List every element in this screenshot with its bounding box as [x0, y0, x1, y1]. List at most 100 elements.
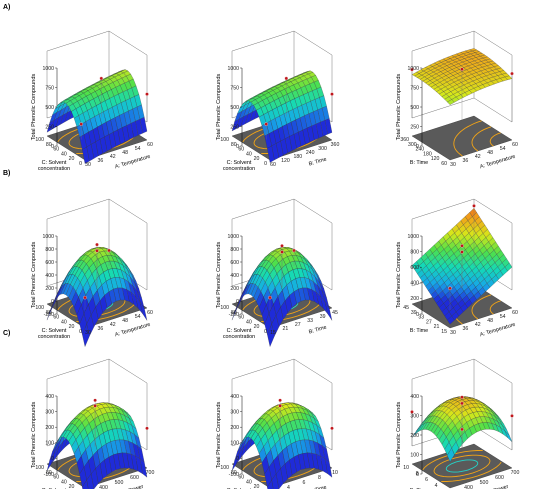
- x-tick-label: 36: [98, 158, 104, 164]
- y-tick-label: 20: [69, 484, 75, 489]
- row-label-b: B): [3, 170, 10, 177]
- x-tick-label: 36: [463, 158, 469, 164]
- design-point: [410, 67, 414, 72]
- z-tick-label: 0: [236, 299, 239, 305]
- y-tick-label: 45: [403, 305, 409, 311]
- axis-box-edge: [108, 198, 148, 224]
- x-tick-label: 36: [463, 326, 469, 332]
- axis-box-edge: [46, 198, 110, 220]
- x-axis-title: B: Time: [308, 485, 327, 489]
- axis-box-edge: [473, 97, 513, 123]
- x-tick-label: 15: [270, 330, 276, 336]
- design-point: [410, 410, 414, 414]
- row-label-c: C): [3, 330, 10, 337]
- x-tick-label: 300: [318, 146, 327, 152]
- y-axis-title-line: concentration: [38, 166, 70, 172]
- z-axis: 0 250 500 750 1000 Total Phenolic Compounds: [396, 66, 422, 150]
- z-tick-label: 500: [45, 105, 54, 111]
- y-tick-label: 33: [418, 315, 424, 321]
- axis-box-edge: [473, 358, 513, 384]
- z-tick-label: 300: [45, 409, 54, 415]
- axis-box-edge: [411, 198, 475, 220]
- x-tick-label: 54: [135, 146, 141, 152]
- axis-box-edge: [108, 30, 148, 56]
- y-tick-label: 60: [53, 475, 59, 481]
- z-axis-title: Total Phenolic Compounds: [216, 402, 222, 469]
- panel-2-3: 0 200 400 600 800 1000 Total Phenolic Compound…: [396, 198, 518, 338]
- z-axis: 0 100 200 300 400 Total Phenolic Compounds: [396, 394, 422, 478]
- y-tick-label: 40: [61, 319, 67, 325]
- z-tick-label: 750: [45, 85, 54, 91]
- y-tick-label: 60: [441, 161, 447, 167]
- y-axis-title-line: C: Solvent: [227, 160, 252, 166]
- x-axis: 246810B: Time: [287, 470, 338, 489]
- z-tick-label: 600: [410, 265, 419, 271]
- x-tick-label: 60: [147, 310, 153, 316]
- y-tick-label: 39: [411, 310, 417, 316]
- design-point: [107, 248, 111, 253]
- z-tick-label: 1000: [42, 66, 54, 72]
- design-points: [264, 76, 334, 140]
- response-surface: [231, 70, 333, 163]
- design-point: [280, 250, 284, 254]
- y-tick-label: 40: [246, 319, 252, 325]
- design-point: [510, 414, 514, 418]
- design-point: [284, 76, 289, 81]
- x-tick-label: 600: [130, 475, 139, 481]
- row-labels: A) B) C): [3, 4, 10, 337]
- x-axis: 300400500600700D: Power: [464, 470, 519, 489]
- z-tick-label: 600: [230, 260, 239, 266]
- z-tick-label: 400: [230, 394, 239, 400]
- y-tick-label: 100: [220, 305, 229, 311]
- y-tick-label: 80: [231, 142, 237, 148]
- design-point: [472, 204, 476, 208]
- x-axis-title: B: Time: [308, 325, 327, 336]
- y-tick-label: 40: [246, 151, 252, 157]
- z-axis-title: Total Phenolic Compounds: [31, 242, 37, 309]
- floor-contours: [422, 450, 502, 482]
- design-point: [460, 244, 464, 248]
- x-tick-label: 54: [500, 314, 506, 320]
- x-tick-label: 10: [332, 470, 338, 476]
- surface-cell: [82, 146, 90, 164]
- x-tick-label: 8: [318, 475, 321, 481]
- x-tick-label: 36: [98, 326, 104, 332]
- y-tick-label: 100: [220, 465, 229, 471]
- surface-cell: [447, 99, 455, 105]
- y-tick-label: 21: [434, 324, 440, 330]
- axis-box-edge: [473, 30, 513, 56]
- z-tick-label: -100: [229, 472, 239, 478]
- z-tick-label: 800: [45, 247, 54, 253]
- z-tick-label: 400: [230, 273, 239, 279]
- y-tick-label: 60: [53, 147, 59, 153]
- z-tick-label: 0: [236, 144, 239, 150]
- design-point: [460, 395, 464, 399]
- x-axis: 15 21 27 33 39 45 B: Time: [270, 310, 338, 336]
- axis-box-edge: [231, 30, 295, 52]
- z-axis: 0 250 500 750 1000 Total Phenolic Compounds: [31, 66, 57, 150]
- contour-line: [422, 450, 502, 482]
- design-point: [330, 92, 334, 96]
- contour-floor: [411, 115, 513, 161]
- response-surface: [46, 69, 148, 164]
- z-tick-label: 100: [45, 441, 54, 447]
- z-tick-label: 400: [45, 394, 54, 400]
- x-tick-label: 360: [331, 142, 340, 148]
- axis-box-edge: [473, 198, 513, 224]
- x-tick-label: 48: [487, 150, 493, 156]
- x-tick-label: 60: [270, 162, 276, 168]
- design-points: [268, 244, 296, 310]
- y-tick-label: 60: [53, 315, 59, 321]
- y-tick-label: 40: [246, 479, 252, 485]
- y-tick-label: 20: [254, 324, 260, 330]
- design-points: [83, 242, 111, 310]
- surface-cell: [82, 479, 89, 489]
- panel-3-2: -100 0 100 200 300 400 Total Phenolic Compound…: [216, 358, 338, 489]
- z-tick-label: 1000: [407, 234, 419, 240]
- z-tick-label: -100: [44, 472, 54, 478]
- z-tick-label: 500: [230, 105, 239, 111]
- contour-line: [433, 454, 491, 478]
